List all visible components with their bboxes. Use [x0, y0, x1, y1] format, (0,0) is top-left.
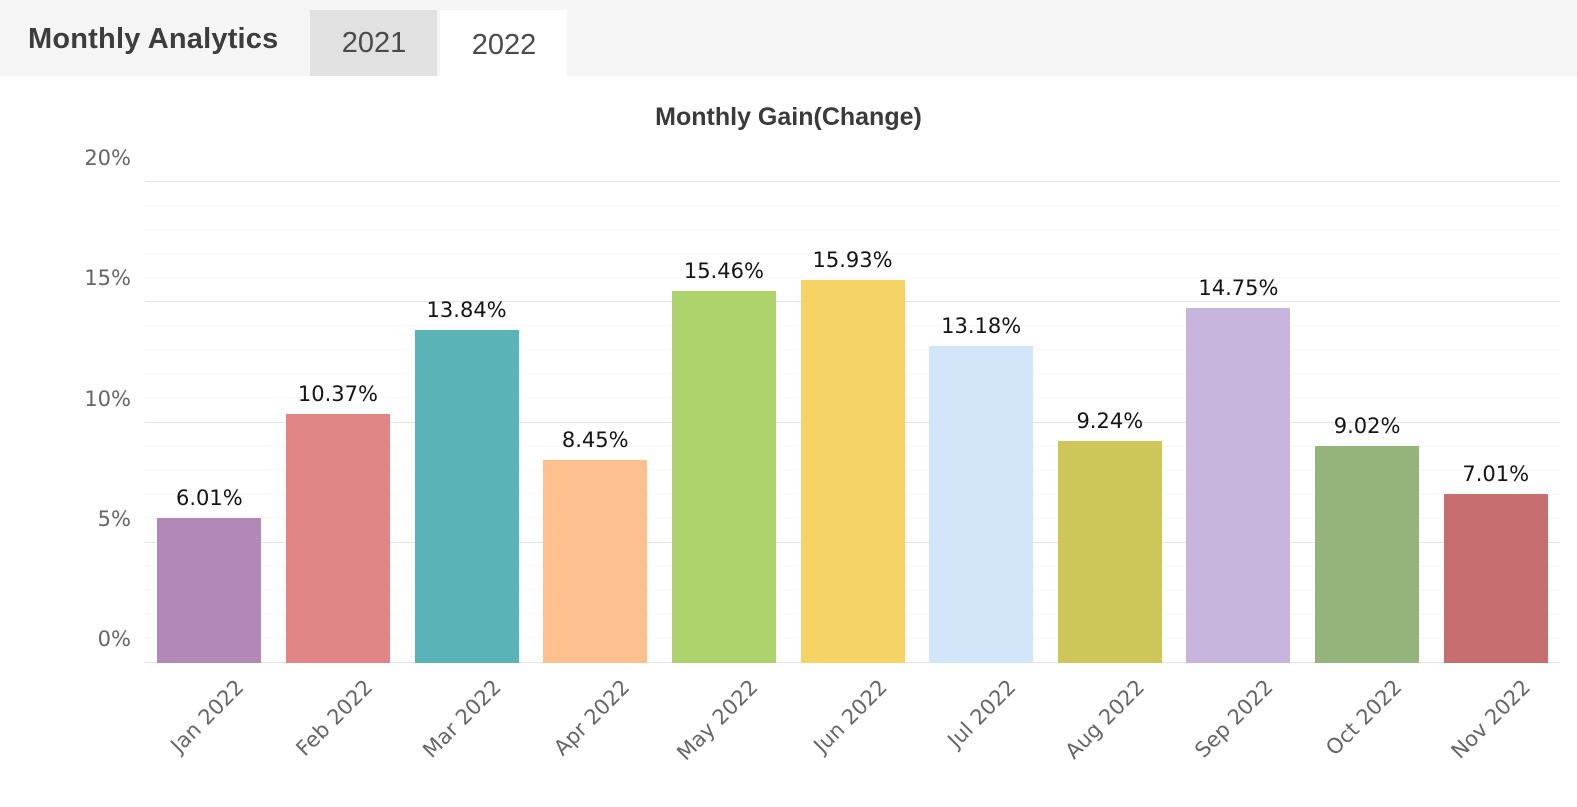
x-axis-column: Mar 2022	[402, 663, 531, 801]
gridline-minor	[145, 205, 1560, 207]
bar-mar-2022[interactable]	[414, 330, 519, 663]
bar-value-label: 15.93%	[812, 247, 893, 272]
gridline-minor	[145, 277, 1560, 279]
bar-column: 7.01%	[1431, 182, 1560, 663]
x-axis-label: Apr 2022	[549, 675, 635, 761]
x-axis: Jan 2022 Feb 2022 Mar 2022 Apr 2022 May 2022…	[145, 663, 1560, 801]
plot-area: 6.01% 10.37% 13.84% 8.45% 15.46% 15.93% 13.18%…	[84, 146, 1560, 663]
tab-2021[interactable]: 2021	[310, 10, 438, 76]
bar-value-label: 13.18%	[941, 314, 1022, 339]
bars-container: 6.01% 10.37% 13.84% 8.45% 15.46% 15.93% 13.18%…	[145, 182, 1560, 663]
gridline-minor	[145, 229, 1560, 231]
bar-column: 15.46%	[660, 182, 789, 663]
x-axis-column: Jun 2022	[788, 663, 917, 801]
x-axis-label: Nov 2022	[1446, 675, 1535, 764]
x-axis-column: Oct 2022	[1303, 663, 1432, 801]
x-axis-label: Jan 2022	[165, 675, 249, 758]
bar-value-label: 8.45%	[561, 427, 629, 452]
bar-column: 13.18%	[917, 182, 1046, 663]
bar-column: 13.84%	[402, 182, 531, 663]
x-axis-label: Aug 2022	[1060, 675, 1149, 764]
page-title: Monthly Analytics	[28, 23, 279, 55]
x-axis-label: Sep 2022	[1189, 675, 1278, 763]
y-axis-tick-label: 20%	[84, 146, 131, 170]
bar-oct-2022[interactable]	[1315, 446, 1420, 663]
bar-column: 10.37%	[274, 182, 403, 663]
bar-column: 8.45%	[531, 182, 660, 663]
bar-column: 14.75%	[1174, 182, 1303, 663]
x-axis-column: Apr 2022	[531, 663, 660, 801]
bar-value-label: 7.01%	[1462, 462, 1530, 487]
gridline-major	[145, 181, 1560, 182]
x-axis-label: Mar 2022	[418, 675, 506, 763]
x-axis-label: Oct 2022	[1320, 675, 1407, 761]
y-axis-tick-label: 5%	[97, 506, 131, 531]
gridline-minor	[145, 253, 1560, 255]
bar-apr-2022[interactable]	[543, 459, 648, 663]
bar-jan-2022[interactable]	[157, 518, 262, 663]
bar-value-label: 6.01%	[175, 486, 243, 511]
x-axis-label: Jun 2022	[808, 675, 892, 758]
x-axis-column: May 2022	[660, 663, 789, 801]
bar-feb-2022[interactable]	[285, 413, 390, 663]
tab-2022[interactable]: 2022	[440, 10, 568, 80]
bar-may-2022[interactable]	[671, 291, 776, 663]
bar-column: 6.01%	[145, 182, 274, 663]
x-axis-column: Nov 2022	[1431, 663, 1560, 801]
x-axis-column: Feb 2022	[274, 663, 403, 801]
x-axis-column: Sep 2022	[1174, 663, 1303, 801]
year-tabs: 2021 2022	[310, 10, 570, 80]
x-axis-column: Aug 2022	[1045, 663, 1174, 801]
bar-column: 15.93%	[788, 182, 917, 663]
bar-value-label: 9.24%	[1076, 408, 1144, 433]
bar-value-label: 14.75%	[1198, 276, 1279, 301]
bar-value-label: 9.02%	[1333, 414, 1401, 439]
bar-sep-2022[interactable]	[1186, 308, 1291, 663]
bar-jun-2022[interactable]	[800, 279, 905, 663]
y-axis-tick-label: 15%	[84, 266, 131, 291]
header: Monthly Analytics 2021 2022	[0, 0, 1577, 80]
bar-column: 9.24%	[1045, 182, 1174, 663]
bar-value-label: 15.46%	[683, 259, 764, 284]
y-axis-tick-label: 0%	[97, 627, 131, 651]
bar-jul-2022[interactable]	[929, 346, 1034, 663]
bar-nov-2022[interactable]	[1443, 494, 1548, 663]
x-axis-column: Jan 2022	[145, 663, 274, 801]
chart: Monthly Gain(Change) 6.01% 10.37% 13.84% 8.…	[0, 102, 1577, 801]
x-axis-label: Jul 2022	[942, 675, 1021, 753]
bar-column: 9.02%	[1303, 182, 1432, 663]
bar-aug-2022[interactable]	[1057, 440, 1162, 663]
x-axis-label: May 2022	[672, 675, 763, 766]
bar-value-label: 10.37%	[297, 381, 378, 406]
x-axis-column: Jul 2022	[917, 663, 1046, 801]
y-axis-tick-label: 10%	[84, 386, 131, 411]
chart-title: Monthly Gain(Change)	[655, 103, 922, 131]
bar-value-label: 13.84%	[426, 298, 507, 323]
x-axis-label: Feb 2022	[291, 675, 377, 761]
